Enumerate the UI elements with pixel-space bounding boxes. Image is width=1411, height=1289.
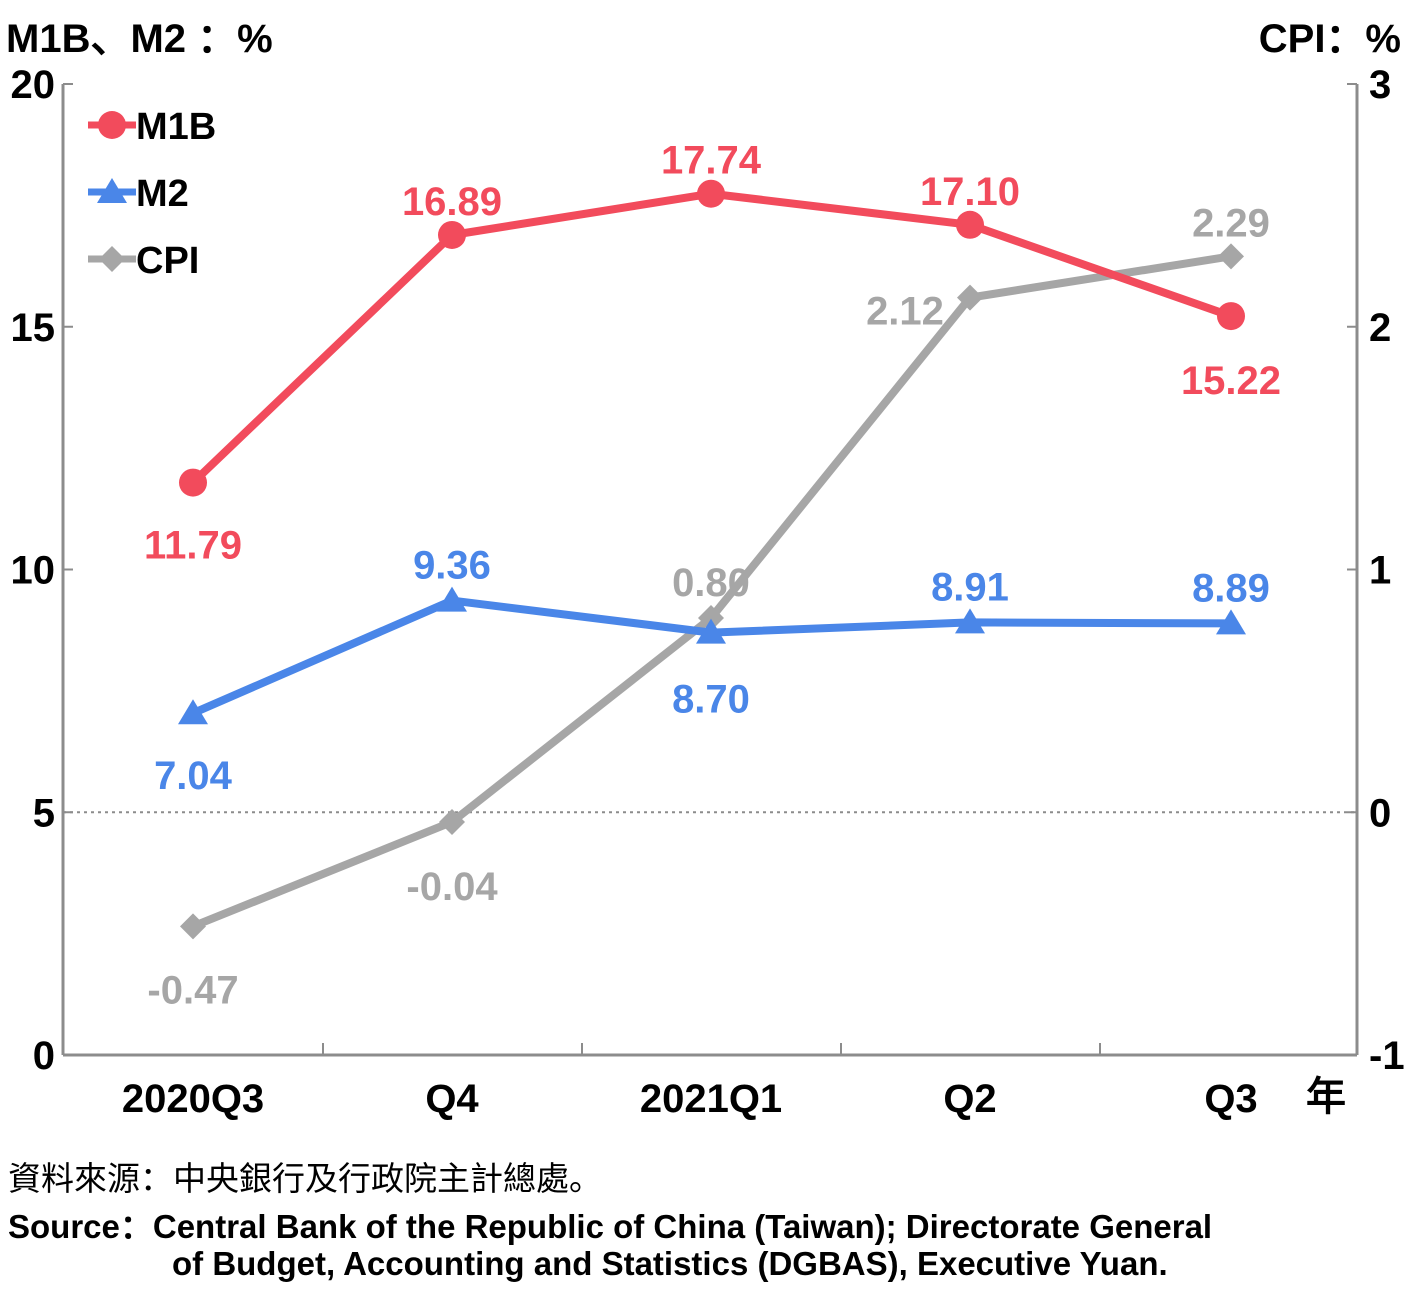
x-tick-label: Q3 xyxy=(1204,1077,1257,1121)
m1b-data-label: 17.74 xyxy=(661,139,762,183)
cpi-marker xyxy=(180,913,206,940)
cpi-data-label: 2.12 xyxy=(866,290,944,334)
x-tick-label: 2020Q3 xyxy=(122,1077,264,1121)
y-left-tick-label: 20 xyxy=(11,63,56,107)
y-left-tick-label: 5 xyxy=(33,791,55,835)
legend-marker-cpi xyxy=(99,246,125,272)
x-tick-label: Q4 xyxy=(425,1077,479,1121)
legend-label-cpi: CPI xyxy=(136,240,199,282)
m1b-data-label: 11.79 xyxy=(144,524,242,568)
m2-marker xyxy=(437,586,467,612)
legend-label-m1b: M1B xyxy=(136,106,216,148)
m1b-marker xyxy=(1217,302,1245,331)
source-chinese: 資料來源：中央銀行及行政院主計總處。 xyxy=(8,1160,602,1197)
m2-marker xyxy=(955,608,985,634)
legend-marker-m2 xyxy=(97,178,127,203)
m1b-line xyxy=(190,189,1233,486)
m1b-data-label: 16.89 xyxy=(402,180,502,224)
legend: M1B M2 CPI xyxy=(88,106,216,282)
series-markers xyxy=(178,179,1246,940)
legend-label-m2: M2 xyxy=(136,173,189,215)
m1b-data-label: 17.10 xyxy=(920,170,1020,214)
m2-data-label: 8.89 xyxy=(1192,566,1270,610)
m2-data-label: 9.36 xyxy=(413,544,491,588)
y-right-tick-label: 1 xyxy=(1369,549,1391,593)
axes: 0 5 10 15 20 -1 0 1 2 3 2020Q3 Q4 2021Q1 Q2 Q3 年 xyxy=(11,63,1405,1121)
legend-marker-m1b xyxy=(98,111,126,139)
m1b-data-label: 15.22 xyxy=(1181,359,1281,403)
m2-marker xyxy=(1216,609,1246,635)
data-labels: -0.47 -0.04 0.80 2.12 2.29 7.04 9.36 8.70 8.91 8.… xyxy=(144,139,1281,1013)
m1b-marker xyxy=(179,468,207,497)
cpi-marker xyxy=(957,284,983,311)
y-right-tick-label: 3 xyxy=(1369,63,1391,107)
x-tick-label: 2021Q1 xyxy=(640,1077,782,1121)
y-right-tick-label: 0 xyxy=(1369,791,1391,835)
y-right-axis-title: CPI：% xyxy=(1258,17,1401,61)
cpi-data-label: -0.47 xyxy=(147,968,238,1012)
cpi-data-label: 0.80 xyxy=(672,561,750,605)
m2-marker xyxy=(178,699,208,725)
m1b-marker xyxy=(956,210,984,239)
source-english-line-1: Source：Central Bank of the Republic of C… xyxy=(8,1208,1213,1245)
y-left-tick-label: 0 xyxy=(33,1034,55,1078)
y-left-tick-label: 15 xyxy=(11,306,56,350)
m2-data-label: 7.04 xyxy=(154,754,233,798)
m2-data-label: 8.70 xyxy=(672,678,750,722)
x-tick-label: Q2 xyxy=(943,1077,996,1121)
y-right-tick-label: 2 xyxy=(1369,306,1391,350)
source-english-line-2: of Budget, Accounting and Statistics (DG… xyxy=(172,1245,1168,1282)
x-axis-unit: 年 xyxy=(1306,1075,1346,1119)
m2-data-label: 8.91 xyxy=(931,565,1009,609)
cpi-data-label: 2.29 xyxy=(1192,201,1270,245)
m2-marker xyxy=(696,618,726,644)
cpi-marker xyxy=(439,808,465,835)
series-lines xyxy=(190,189,1233,931)
y-left-axis-title: M1B、M2 ：% xyxy=(6,17,273,61)
cpi-data-label: -0.04 xyxy=(406,865,498,909)
cpi-marker xyxy=(698,605,724,632)
cpi-marker xyxy=(1218,243,1244,270)
m1b-marker xyxy=(697,179,725,208)
y-right-tick-label: -1 xyxy=(1369,1034,1405,1078)
y-left-tick-label: 10 xyxy=(11,549,56,593)
m1b-marker xyxy=(438,220,466,249)
